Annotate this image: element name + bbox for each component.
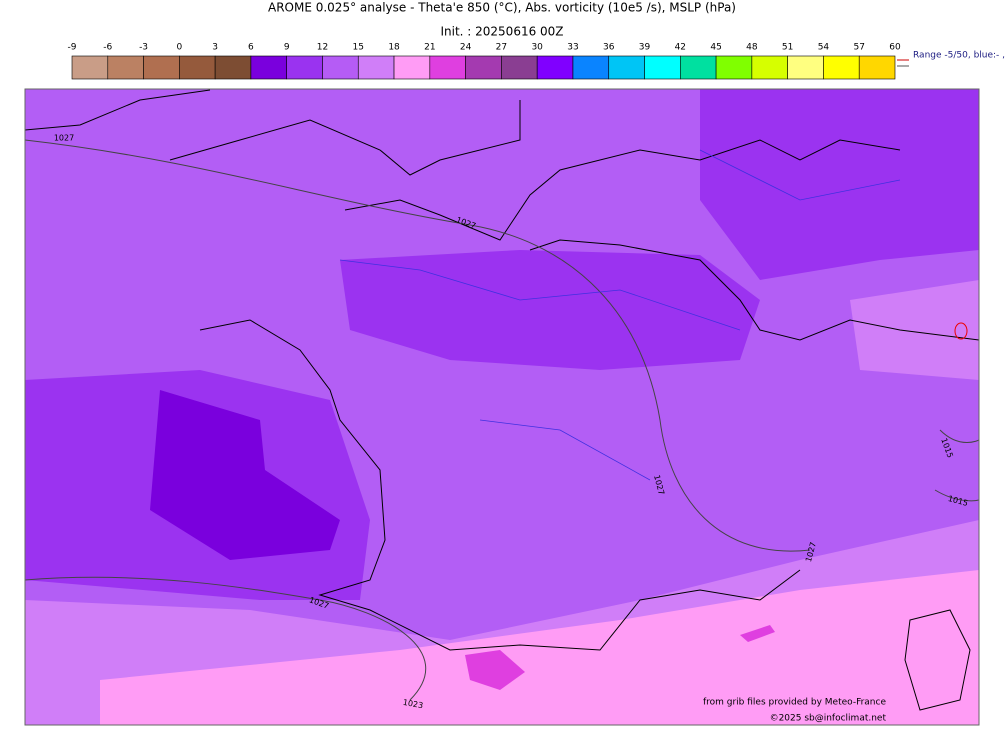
color-box bbox=[179, 55, 216, 80]
color-box bbox=[680, 55, 717, 80]
coastlines bbox=[25, 89, 979, 711]
color-box bbox=[787, 55, 824, 80]
color-box bbox=[250, 55, 287, 80]
field-region bbox=[850, 280, 979, 380]
color-box bbox=[214, 55, 252, 80]
title: AROME 0.025° analyse - Theta'e 850 (°C),… bbox=[268, 1, 736, 15]
color-box bbox=[715, 55, 753, 80]
isobar-label: 1023 bbox=[402, 698, 424, 710]
colorbar-tick-label: 24 bbox=[460, 43, 472, 53]
color-box bbox=[823, 55, 860, 80]
colorbar-tick-label: 60 bbox=[889, 43, 901, 53]
color-box bbox=[572, 55, 610, 80]
colorbar-tick-label: -6 bbox=[103, 43, 112, 53]
color-box bbox=[536, 55, 574, 80]
colorbar-tick-label: 27 bbox=[496, 43, 507, 53]
color-box bbox=[858, 55, 896, 80]
colorbar-tick-label: 45 bbox=[710, 43, 721, 53]
field-region bbox=[740, 625, 775, 642]
colorbar-tick-label: 54 bbox=[818, 43, 830, 53]
field-region bbox=[100, 570, 979, 725]
colorbar-tick-label: -9 bbox=[68, 43, 77, 53]
colorbar-tick-label: 18 bbox=[388, 43, 400, 53]
map: 1027 1027 1027 1027 1027 1015 1015 1023 … bbox=[24, 88, 980, 726]
color-box bbox=[357, 55, 395, 80]
colorbar: -9 -6 -3 0 3 6 9 12 15 18 21 24 27 30 33 36 39 42 45 48 51 54… bbox=[68, 43, 901, 80]
field-region bbox=[465, 650, 525, 690]
init-time: Init. : 20250616 00Z bbox=[440, 25, 563, 39]
colorbar-tick-label: 6 bbox=[248, 43, 254, 53]
color-box bbox=[393, 55, 431, 80]
map-frame bbox=[24, 88, 980, 726]
isobars bbox=[25, 139, 979, 701]
vorticity-contours bbox=[339, 149, 901, 481]
color-box bbox=[143, 55, 180, 80]
field-region bbox=[340, 250, 760, 370]
colorbar-tick-label: 51 bbox=[782, 43, 793, 53]
color-box bbox=[286, 55, 323, 80]
colorbar-tick-label: 33 bbox=[567, 43, 578, 53]
isobar-label: 1027 bbox=[54, 134, 74, 143]
colorbar-tick-label: 12 bbox=[317, 43, 328, 53]
color-box bbox=[608, 55, 645, 80]
field-region bbox=[700, 89, 979, 280]
color-box bbox=[501, 55, 538, 80]
colorbar-tick-label: 48 bbox=[746, 43, 758, 53]
colorbar-tick-label: 42 bbox=[675, 43, 686, 53]
range-note: Range -5/50, blue:- , r bbox=[913, 51, 1005, 61]
color-box bbox=[429, 55, 466, 80]
color-box bbox=[644, 55, 681, 80]
colorbar-tick-label: 21 bbox=[424, 43, 435, 53]
color-box bbox=[107, 55, 144, 80]
colorbar-tick-label: 0 bbox=[176, 43, 182, 53]
colorbar-tick-label: 3 bbox=[212, 43, 218, 53]
color-box bbox=[71, 55, 109, 80]
vorticity-contour bbox=[954, 322, 968, 340]
colorbar-tick-label: 36 bbox=[603, 43, 615, 53]
colorbar-tick-label: 57 bbox=[853, 43, 864, 53]
colorbar-tick-label: -3 bbox=[139, 43, 148, 53]
copyright: ©2025 sb@infoclimat.net bbox=[770, 714, 887, 724]
colorbar-tick-label: 39 bbox=[639, 43, 651, 53]
colorbar-tick-label: 30 bbox=[531, 43, 543, 53]
color-box bbox=[322, 55, 359, 80]
field-region bbox=[150, 390, 340, 560]
colorbar-tick-label: 9 bbox=[284, 43, 290, 53]
color-box bbox=[751, 55, 788, 80]
color-box bbox=[465, 55, 502, 80]
colorbar-tick-label: 15 bbox=[353, 43, 364, 53]
credit: from grib files provided by Meteo-France bbox=[703, 698, 886, 708]
